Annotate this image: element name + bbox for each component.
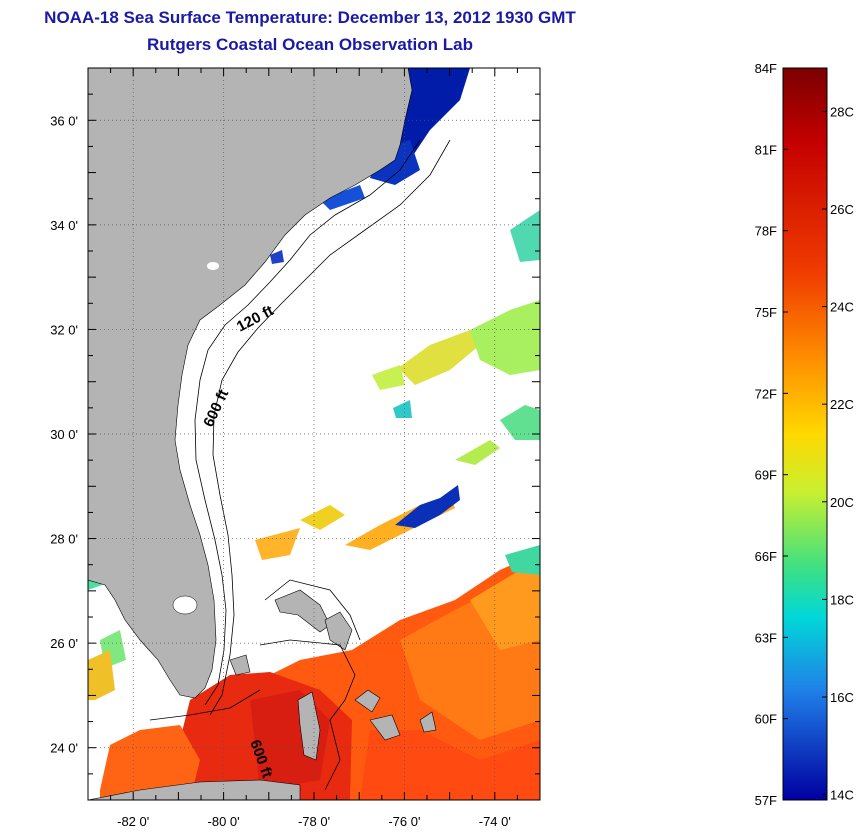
- map-grid: [88, 68, 540, 800]
- colorbar-f-label: 72F: [755, 386, 777, 401]
- colorbar: [782, 67, 828, 801]
- colorbar-f-label: 57F: [755, 793, 777, 808]
- colorbar-f-label: 69F: [755, 468, 777, 483]
- colorbar-c-label: 24C: [830, 300, 854, 315]
- lake-okeechobee: [172, 595, 198, 615]
- land-mass: [88, 68, 413, 699]
- lat-tick-label: 34 0': [50, 218, 78, 233]
- inland-lake: [207, 262, 219, 270]
- colorbar-c-label: 28C: [830, 104, 854, 119]
- contour-label-600ft-north: 600 ft: [200, 387, 232, 430]
- bahamas-islands: [229, 589, 437, 761]
- colorbar-c-label: 22C: [830, 397, 854, 412]
- lon-tick-label: -74 0': [479, 814, 511, 829]
- lon-tick-label: -76 0': [388, 814, 420, 829]
- lat-tick-label: 26 0': [50, 636, 78, 651]
- colorbar-f-label: 78F: [755, 224, 777, 239]
- lat-tick-label: 28 0': [50, 532, 78, 547]
- colorbar-c-label: 18C: [830, 592, 854, 607]
- colorbar-c-label: 26C: [830, 202, 854, 217]
- axis-tick-labels: -82 0' -80 0' -78 0' -76 0' -74 0' 24 0' 26 0'…: [50, 113, 511, 829]
- colorbar-f-label: 63F: [755, 630, 777, 645]
- colorbar-c-label: 16C: [830, 690, 854, 705]
- lat-tick-label: 30 0': [50, 427, 78, 442]
- colorbar-f-label: 84F: [755, 61, 777, 76]
- lat-tick-label: 24 0': [50, 741, 78, 756]
- colorbar-f-label: 81F: [755, 142, 777, 157]
- colorbar-c-label: 20C: [830, 495, 854, 510]
- bathymetry-contours: [149, 139, 451, 791]
- cuba-land: [88, 779, 301, 800]
- lon-tick-label: -82 0': [117, 814, 149, 829]
- lon-tick-label: -78 0': [298, 814, 330, 829]
- lon-tick-label: -80 0': [208, 814, 240, 829]
- lat-tick-label: 36 0': [50, 113, 78, 128]
- map-title: NOAA-18 Sea Surface Temperature: Decembe…: [44, 8, 576, 27]
- colorbar-c-label: 14C: [830, 788, 854, 803]
- colorbar-labels: 84F 81F 78F 75F 72F 69F 66F 63F 60F 57F 28C 26C 24C 2…: [755, 61, 854, 808]
- lat-tick-label: 32 0': [50, 322, 78, 337]
- colorbar-f-label: 66F: [755, 549, 777, 564]
- map-subtitle: Rutgers Coastal Ocean Observation Lab: [147, 35, 473, 54]
- colorbar-f-label: 60F: [755, 712, 777, 727]
- axis-ticks: [87, 67, 541, 801]
- colorbar-f-label: 75F: [755, 305, 777, 320]
- contour-label-120ft: 120 ft: [234, 302, 277, 335]
